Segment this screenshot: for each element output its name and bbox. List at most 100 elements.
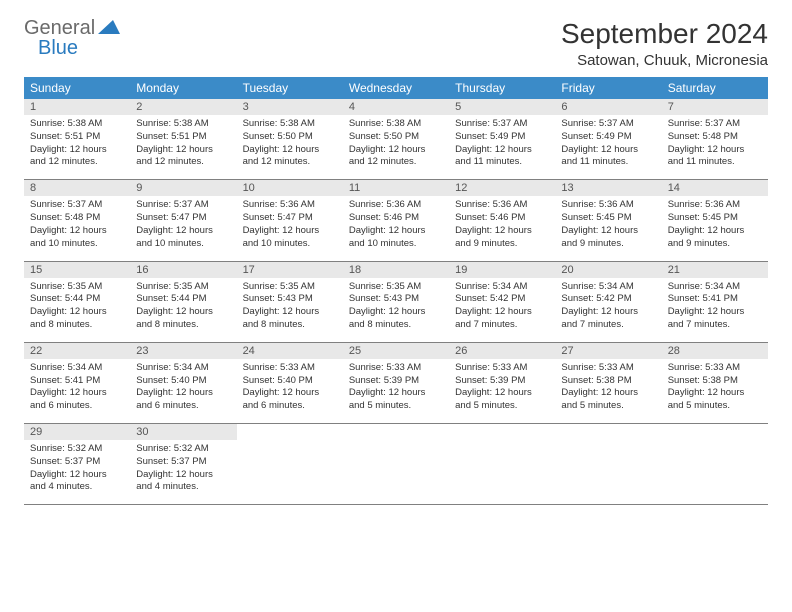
daylight-line: Daylight: 12 hours and 9 minutes. xyxy=(561,225,655,251)
day-data-cell xyxy=(343,440,449,505)
day-number-cell: 6 xyxy=(555,99,661,115)
sunrise-line: Sunrise: 5:33 AM xyxy=(349,362,443,375)
sunset-line: Sunset: 5:44 PM xyxy=(30,293,124,306)
sunrise-line: Sunrise: 5:38 AM xyxy=(349,118,443,131)
day-number-cell: 27 xyxy=(555,342,661,359)
sunrise-line: Sunrise: 5:38 AM xyxy=(136,118,230,131)
sunrise-line: Sunrise: 5:35 AM xyxy=(243,281,337,294)
day-data-row: Sunrise: 5:34 AMSunset: 5:41 PMDaylight:… xyxy=(24,359,768,424)
sunset-line: Sunset: 5:45 PM xyxy=(561,212,655,225)
sunrise-line: Sunrise: 5:33 AM xyxy=(561,362,655,375)
sunset-line: Sunset: 5:50 PM xyxy=(349,131,443,144)
day-data-cell xyxy=(237,440,343,505)
sunrise-line: Sunrise: 5:36 AM xyxy=(243,199,337,212)
sunrise-line: Sunrise: 5:34 AM xyxy=(30,362,124,375)
sunset-line: Sunset: 5:39 PM xyxy=(455,375,549,388)
sunrise-line: Sunrise: 5:35 AM xyxy=(349,281,443,294)
weekday-header: Wednesday xyxy=(343,77,449,99)
day-number-cell: 18 xyxy=(343,261,449,278)
daylight-line: Daylight: 12 hours and 11 minutes. xyxy=(561,144,655,170)
day-number-cell: 11 xyxy=(343,180,449,197)
day-data-cell: Sunrise: 5:34 AMSunset: 5:41 PMDaylight:… xyxy=(24,359,130,424)
day-number-cell: 19 xyxy=(449,261,555,278)
sunset-line: Sunset: 5:40 PM xyxy=(136,375,230,388)
day-number-cell: 26 xyxy=(449,342,555,359)
sunrise-line: Sunrise: 5:35 AM xyxy=(136,281,230,294)
sunset-line: Sunset: 5:45 PM xyxy=(668,212,762,225)
day-number-cell: 13 xyxy=(555,180,661,197)
day-number-cell: 20 xyxy=(555,261,661,278)
day-data-cell: Sunrise: 5:37 AMSunset: 5:48 PMDaylight:… xyxy=(24,196,130,261)
weekday-header: Sunday xyxy=(24,77,130,99)
daylight-line: Daylight: 12 hours and 6 minutes. xyxy=(30,387,124,413)
day-number-cell xyxy=(555,424,661,441)
daylight-line: Daylight: 12 hours and 8 minutes. xyxy=(30,306,124,332)
day-data-cell: Sunrise: 5:34 AMSunset: 5:41 PMDaylight:… xyxy=(662,278,768,343)
day-number-row: 15161718192021 xyxy=(24,261,768,278)
day-data-cell: Sunrise: 5:33 AMSunset: 5:39 PMDaylight:… xyxy=(343,359,449,424)
day-data-cell: Sunrise: 5:36 AMSunset: 5:46 PMDaylight:… xyxy=(343,196,449,261)
sunrise-line: Sunrise: 5:34 AM xyxy=(136,362,230,375)
day-data-cell: Sunrise: 5:38 AMSunset: 5:50 PMDaylight:… xyxy=(237,115,343,180)
day-number-row: 2930 xyxy=(24,424,768,441)
sunset-line: Sunset: 5:42 PM xyxy=(561,293,655,306)
weekday-header-row: SundayMondayTuesdayWednesdayThursdayFrid… xyxy=(24,77,768,99)
sunset-line: Sunset: 5:48 PM xyxy=(30,212,124,225)
day-data-row: Sunrise: 5:32 AMSunset: 5:37 PMDaylight:… xyxy=(24,440,768,505)
day-data-cell xyxy=(555,440,661,505)
day-number-cell xyxy=(343,424,449,441)
daylight-line: Daylight: 12 hours and 5 minutes. xyxy=(455,387,549,413)
sunrise-line: Sunrise: 5:33 AM xyxy=(668,362,762,375)
day-data-cell: Sunrise: 5:38 AMSunset: 5:51 PMDaylight:… xyxy=(24,115,130,180)
daylight-line: Daylight: 12 hours and 12 minutes. xyxy=(136,144,230,170)
daylight-line: Daylight: 12 hours and 4 minutes. xyxy=(30,469,124,495)
day-data-cell: Sunrise: 5:32 AMSunset: 5:37 PMDaylight:… xyxy=(24,440,130,505)
sunset-line: Sunset: 5:37 PM xyxy=(136,456,230,469)
daylight-line: Daylight: 12 hours and 10 minutes. xyxy=(30,225,124,251)
day-number-cell: 10 xyxy=(237,180,343,197)
sunset-line: Sunset: 5:38 PM xyxy=(668,375,762,388)
logo-triangle-icon xyxy=(98,20,120,38)
sunrise-line: Sunrise: 5:37 AM xyxy=(561,118,655,131)
sunset-line: Sunset: 5:47 PM xyxy=(243,212,337,225)
daylight-line: Daylight: 12 hours and 11 minutes. xyxy=(668,144,762,170)
sunset-line: Sunset: 5:38 PM xyxy=(561,375,655,388)
day-number-cell: 22 xyxy=(24,342,130,359)
day-number-cell: 17 xyxy=(237,261,343,278)
daylight-line: Daylight: 12 hours and 12 minutes. xyxy=(243,144,337,170)
sunset-line: Sunset: 5:41 PM xyxy=(668,293,762,306)
sunset-line: Sunset: 5:39 PM xyxy=(349,375,443,388)
day-data-cell: Sunrise: 5:32 AMSunset: 5:37 PMDaylight:… xyxy=(130,440,236,505)
sunrise-line: Sunrise: 5:38 AM xyxy=(30,118,124,131)
day-number-cell: 8 xyxy=(24,180,130,197)
sunset-line: Sunset: 5:49 PM xyxy=(561,131,655,144)
day-number-cell: 30 xyxy=(130,424,236,441)
logo-word2: Blue xyxy=(38,38,120,58)
day-data-cell: Sunrise: 5:37 AMSunset: 5:49 PMDaylight:… xyxy=(449,115,555,180)
day-number-cell: 5 xyxy=(449,99,555,115)
day-number-cell xyxy=(237,424,343,441)
weekday-header: Tuesday xyxy=(237,77,343,99)
day-data-cell: Sunrise: 5:37 AMSunset: 5:47 PMDaylight:… xyxy=(130,196,236,261)
daylight-line: Daylight: 12 hours and 5 minutes. xyxy=(668,387,762,413)
day-number-cell: 9 xyxy=(130,180,236,197)
day-data-cell: Sunrise: 5:34 AMSunset: 5:42 PMDaylight:… xyxy=(449,278,555,343)
sunset-line: Sunset: 5:46 PM xyxy=(455,212,549,225)
daylight-line: Daylight: 12 hours and 11 minutes. xyxy=(455,144,549,170)
logo-word1: General xyxy=(24,18,95,38)
sunrise-line: Sunrise: 5:37 AM xyxy=(455,118,549,131)
daylight-line: Daylight: 12 hours and 4 minutes. xyxy=(136,469,230,495)
sunrise-line: Sunrise: 5:34 AM xyxy=(668,281,762,294)
sunrise-line: Sunrise: 5:35 AM xyxy=(30,281,124,294)
day-data-cell: Sunrise: 5:37 AMSunset: 5:49 PMDaylight:… xyxy=(555,115,661,180)
location-label: Satowan, Chuuk, Micronesia xyxy=(561,52,768,69)
sunrise-line: Sunrise: 5:38 AM xyxy=(243,118,337,131)
daylight-line: Daylight: 12 hours and 6 minutes. xyxy=(136,387,230,413)
daylight-line: Daylight: 12 hours and 9 minutes. xyxy=(668,225,762,251)
sunrise-line: Sunrise: 5:34 AM xyxy=(455,281,549,294)
sunrise-line: Sunrise: 5:33 AM xyxy=(243,362,337,375)
day-data-cell: Sunrise: 5:34 AMSunset: 5:42 PMDaylight:… xyxy=(555,278,661,343)
sunset-line: Sunset: 5:48 PM xyxy=(668,131,762,144)
daylight-line: Daylight: 12 hours and 7 minutes. xyxy=(561,306,655,332)
day-data-cell: Sunrise: 5:38 AMSunset: 5:50 PMDaylight:… xyxy=(343,115,449,180)
